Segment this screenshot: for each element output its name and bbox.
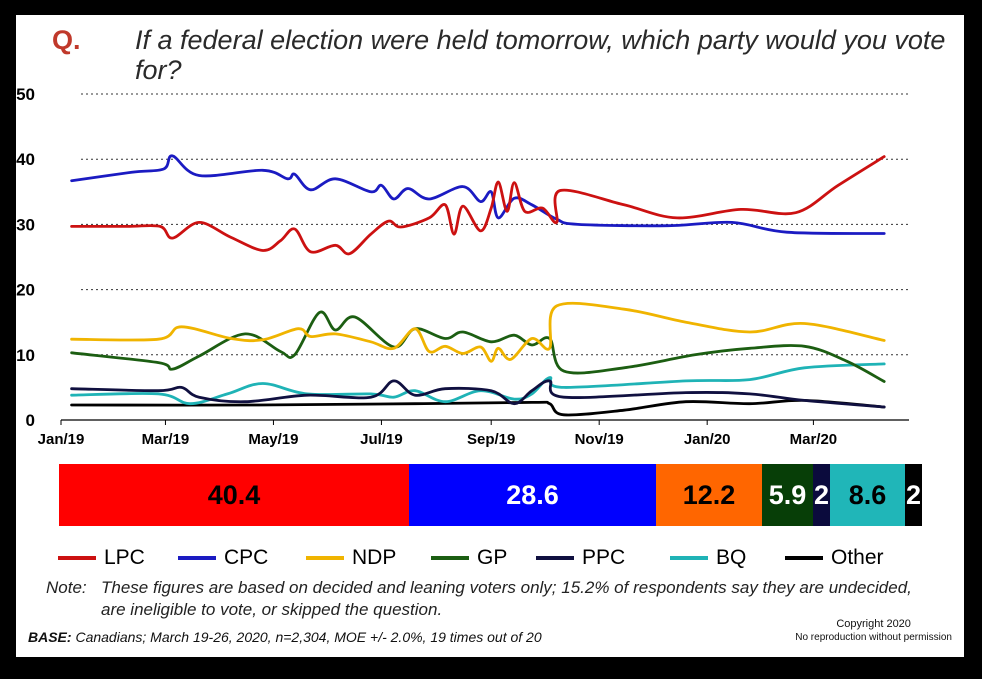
copyright: Copyright 2020 No reproduction without p… <box>795 618 952 644</box>
series-line-lpc <box>70 155 886 256</box>
x-tick-label: Jan/19 <box>38 431 85 448</box>
question-marker: Q. <box>52 25 81 55</box>
y-tick-label: 0 <box>26 411 35 430</box>
base-text: Canadians; March 19-26, 2020, n=2,304, M… <box>71 629 542 645</box>
bar-segment-cpc: 28.6 <box>409 464 656 526</box>
copyright-subtitle: No reproduction without permission <box>795 632 952 643</box>
y-tick-label: 50 <box>16 85 35 104</box>
y-tick-label: 30 <box>16 215 35 234</box>
x-tick-label: Jul/19 <box>360 431 403 448</box>
legend-swatch <box>670 556 708 560</box>
legend-label: GP <box>477 546 508 569</box>
y-tick-label: 40 <box>16 150 35 169</box>
legend-label: CPC <box>224 546 269 569</box>
legend-item-bq: BQ <box>670 546 746 570</box>
y-tick-label: 10 <box>16 346 35 365</box>
bar-segment-gp: 5.9 <box>762 464 813 526</box>
x-tick-label: Mar/19 <box>142 431 190 448</box>
legend-swatch <box>431 556 469 560</box>
legend-label: LPC <box>104 546 145 569</box>
y-tick-label: 20 <box>16 281 35 300</box>
series-line-other <box>70 398 886 417</box>
legend-swatch <box>178 556 216 560</box>
series-line-cpc <box>70 154 886 235</box>
x-tick-label: Mar/20 <box>790 431 838 448</box>
x-tick-label: Nov/19 <box>575 431 624 448</box>
series-line-gp <box>70 310 886 383</box>
legend-swatch <box>536 556 574 560</box>
bar-segment-other: 2 <box>905 464 922 526</box>
legend-swatch <box>58 556 96 560</box>
question-text: If a federal election were held tomorrow… <box>135 25 946 85</box>
legend-label: Other <box>831 546 884 569</box>
bar-segment-ndp: 12.2 <box>656 464 762 526</box>
legend: LPC CPC NDP GP PPC BQ Other <box>58 546 938 572</box>
series-line-ndp <box>70 301 886 363</box>
line-chart: 0 10 20 30 40 50 Jan/19 Mar/19 May/19 Jul/19 Sep/1… <box>16 85 909 448</box>
slide: Q. If a federal election were held tomor… <box>16 15 964 657</box>
legend-label: NDP <box>352 546 397 569</box>
legend-label: BQ <box>716 546 747 569</box>
note-prefix: Note: <box>46 578 87 597</box>
current-results-bar: 40.4 28.6 12.2 5.9 2 8.6 2 <box>59 464 922 526</box>
x-tick-label: May/19 <box>248 431 298 448</box>
bar-segment-lpc: 40.4 <box>59 464 409 526</box>
x-tick-label: Sep/19 <box>467 431 515 448</box>
legend-swatch <box>785 556 823 560</box>
note-text: These figures are based on decided and l… <box>101 578 912 619</box>
x-tick-label: Jan/20 <box>684 431 731 448</box>
legend-item-other: Other <box>785 546 884 570</box>
copyright-title: Copyright 2020 <box>836 618 911 630</box>
bar-segment-bq: 8.6 <box>830 464 905 526</box>
base-label: BASE: <box>28 629 72 645</box>
legend-item-lpc: LPC <box>58 546 145 570</box>
legend-item-ppc: PPC <box>536 546 625 570</box>
series-line-ppc <box>70 379 886 409</box>
legend-item-ndp: NDP <box>306 546 396 570</box>
legend-item-cpc: CPC <box>178 546 268 570</box>
legend-item-gp: GP <box>431 546 507 570</box>
legend-label: PPC <box>582 546 626 569</box>
legend-swatch <box>306 556 344 560</box>
base-line: BASE: Canadians; March 19-26, 2020, n=2,… <box>28 629 542 645</box>
bar-segment-ppc: 2 <box>813 464 830 526</box>
series-line-bq <box>70 362 886 406</box>
